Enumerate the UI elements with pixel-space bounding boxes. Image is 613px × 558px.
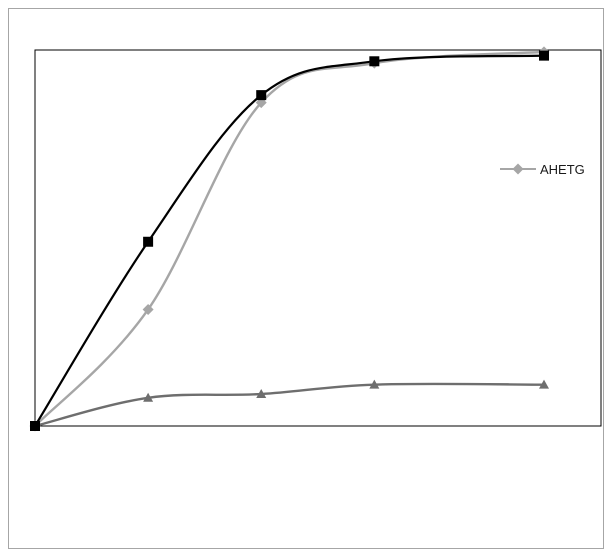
- plot-area: [34, 49, 602, 427]
- series-2-point-1: [143, 236, 154, 247]
- legend-label-ahetg: AHETG: [540, 162, 585, 177]
- series-2-point-2: [256, 90, 267, 101]
- series-1-point-4: [539, 379, 549, 389]
- series-1-point-2: [256, 389, 267, 399]
- series-2-point-3: [369, 56, 380, 67]
- series-lines: [34, 50, 545, 428]
- legend-marker-ahetg: [512, 163, 524, 175]
- series-0-point-1: [142, 303, 154, 315]
- series-2-point-0: [30, 421, 40, 431]
- series-line-1: [34, 382, 545, 428]
- series-2-point-4: [539, 50, 549, 61]
- series-line-0: [34, 50, 545, 427]
- series-markers: [29, 46, 550, 432]
- series-1-point-1: [143, 392, 154, 402]
- chart-frame: [8, 8, 604, 549]
- series-line-2: [34, 54, 545, 427]
- legend: AHETG: [500, 162, 585, 177]
- series-1-point-3: [369, 379, 380, 389]
